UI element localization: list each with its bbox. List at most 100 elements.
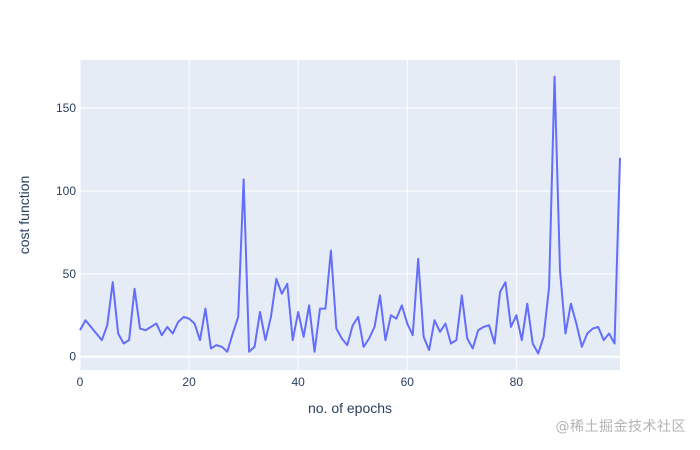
data-point[interactable] <box>595 324 601 330</box>
data-point[interactable] <box>208 345 214 351</box>
data-point[interactable] <box>355 314 361 320</box>
data-point[interactable] <box>252 344 258 350</box>
data-point[interactable] <box>175 319 181 325</box>
data-point[interactable] <box>573 321 579 327</box>
data-point[interactable] <box>88 324 94 330</box>
data-point[interactable] <box>186 316 192 322</box>
data-point[interactable] <box>557 268 563 274</box>
data-point[interactable] <box>481 324 487 330</box>
data-point[interactable] <box>388 312 394 318</box>
data-point[interactable] <box>404 321 410 327</box>
data-point[interactable] <box>333 326 339 332</box>
data-point[interactable] <box>470 345 476 351</box>
data-point[interactable] <box>541 334 547 340</box>
data-point[interactable] <box>99 337 105 343</box>
data-point[interactable] <box>464 336 470 342</box>
data-point[interactable] <box>164 324 170 330</box>
data-point[interactable] <box>170 331 176 337</box>
data-point[interactable] <box>230 331 236 337</box>
data-point[interactable] <box>268 314 274 320</box>
data-point[interactable] <box>224 349 230 355</box>
data-point[interactable] <box>77 327 83 333</box>
data-point[interactable] <box>121 340 127 346</box>
data-point[interactable] <box>612 340 618 346</box>
data-point[interactable] <box>568 301 574 307</box>
data-point[interactable] <box>584 331 590 337</box>
data-point[interactable] <box>475 327 481 333</box>
data-point[interactable] <box>115 331 121 337</box>
data-point[interactable] <box>344 342 350 348</box>
data-point[interactable] <box>312 349 318 355</box>
data-point[interactable] <box>372 324 378 330</box>
data-point[interactable] <box>410 332 416 338</box>
data-point[interactable] <box>317 306 323 312</box>
data-point[interactable] <box>273 276 279 282</box>
data-point[interactable] <box>590 326 596 332</box>
data-point[interactable] <box>219 344 225 350</box>
data-point[interactable] <box>110 279 116 285</box>
data-point[interactable] <box>382 337 388 343</box>
data-point[interactable] <box>552 74 558 80</box>
data-point[interactable] <box>257 309 263 315</box>
data-point[interactable] <box>421 334 427 340</box>
data-point[interactable] <box>519 337 525 343</box>
data-point[interactable] <box>508 324 514 330</box>
data-point[interactable] <box>132 286 138 292</box>
data-point[interactable] <box>601 337 607 343</box>
data-point[interactable] <box>350 322 356 328</box>
data-point[interactable] <box>93 331 99 337</box>
data-point[interactable] <box>524 301 530 307</box>
data-point[interactable] <box>437 329 443 335</box>
data-point[interactable] <box>322 306 328 312</box>
data-point[interactable] <box>181 314 187 320</box>
data-point[interactable] <box>497 289 503 295</box>
data-point[interactable] <box>492 340 498 346</box>
data-point[interactable] <box>486 322 492 328</box>
data-point[interactable] <box>448 340 454 346</box>
data-point[interactable] <box>562 331 568 337</box>
data-point[interactable] <box>415 256 421 262</box>
data-point[interactable] <box>202 306 208 312</box>
data-point[interactable] <box>328 248 334 254</box>
data-point[interactable] <box>126 337 132 343</box>
data-point[interactable] <box>142 327 148 333</box>
data-point[interactable] <box>453 337 459 343</box>
data-point[interactable] <box>377 292 383 298</box>
data-point[interactable] <box>617 155 623 161</box>
data-point[interactable] <box>153 321 159 327</box>
data-point[interactable] <box>82 317 88 323</box>
data-point[interactable] <box>502 279 508 285</box>
data-point[interactable] <box>295 309 301 315</box>
data-point[interactable] <box>399 302 405 308</box>
data-point[interactable] <box>513 312 519 318</box>
data-point[interactable] <box>148 324 154 330</box>
data-point[interactable] <box>159 332 165 338</box>
data-point[interactable] <box>301 334 307 340</box>
data-point[interactable] <box>137 326 143 332</box>
data-point[interactable] <box>279 291 285 297</box>
data-point[interactable] <box>442 321 448 327</box>
data-point[interactable] <box>361 344 367 350</box>
data-point[interactable] <box>579 344 585 350</box>
data-point[interactable] <box>459 292 465 298</box>
data-point[interactable] <box>339 336 345 342</box>
data-point[interactable] <box>426 347 432 353</box>
data-point[interactable] <box>197 337 203 343</box>
data-point[interactable] <box>530 340 536 346</box>
data-point[interactable] <box>284 281 290 287</box>
data-point[interactable] <box>535 350 541 356</box>
data-point[interactable] <box>546 284 552 290</box>
data-point[interactable] <box>366 336 372 342</box>
data-point[interactable] <box>246 349 252 355</box>
data-point[interactable] <box>606 331 612 337</box>
data-point[interactable] <box>235 314 241 320</box>
data-point[interactable] <box>306 302 312 308</box>
data-point[interactable] <box>104 322 110 328</box>
data-point[interactable] <box>393 316 399 322</box>
data-point[interactable] <box>262 337 268 343</box>
data-point[interactable] <box>213 342 219 348</box>
data-point[interactable] <box>192 321 198 327</box>
data-point[interactable] <box>432 317 438 323</box>
data-point[interactable] <box>290 337 296 343</box>
data-point[interactable] <box>241 176 247 182</box>
